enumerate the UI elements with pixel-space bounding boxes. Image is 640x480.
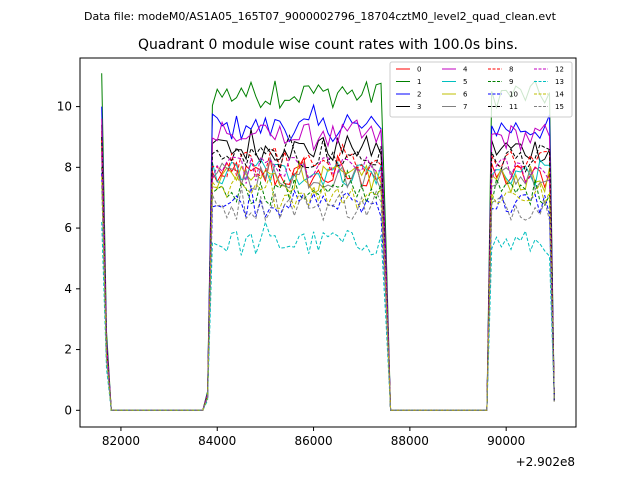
legend-label: 3 (417, 103, 421, 111)
legend-label: 8 (509, 66, 513, 74)
legend-label: 9 (509, 78, 513, 86)
plot-area (101, 73, 555, 411)
x-offset-label: +2.902e8 (516, 455, 575, 469)
chart-title: Quadrant 0 module wise count rates with … (138, 37, 518, 53)
x-tick-label: 86000 (294, 434, 332, 448)
y-tick-label: 6 (64, 221, 72, 235)
y-tick-label: 10 (57, 100, 72, 114)
legend-box (389, 61, 573, 118)
x-tick-label: 90000 (487, 434, 525, 448)
y-tick-label: 8 (64, 160, 72, 174)
legend-label: 7 (463, 103, 467, 111)
legend-label: 15 (555, 103, 564, 111)
x-tick-label: 84000 (198, 434, 236, 448)
ticks: 82000 84000 86000 88000 90000 0 2 4 6 8 10 (57, 100, 526, 448)
legend-label: 10 (509, 91, 518, 99)
y-tick-label: 4 (64, 282, 72, 296)
legend-label: 13 (555, 78, 564, 86)
x-tick-label: 88000 (391, 434, 429, 448)
legend-label: 0 (417, 66, 421, 74)
legend-label: 14 (555, 91, 564, 99)
legend-label: 6 (463, 91, 468, 99)
x-tick-label: 82000 (102, 434, 140, 448)
legend-label: 11 (509, 103, 518, 111)
legend-label: 12 (555, 66, 564, 74)
series-line-15 (101, 185, 555, 411)
legend-label: 2 (417, 91, 421, 99)
legend-label: 4 (463, 66, 468, 74)
legend-label: 5 (463, 78, 467, 86)
axes-frame (79, 57, 577, 428)
y-tick-label: 0 (64, 403, 72, 417)
legend-label: 1 (417, 78, 421, 86)
suptitle: Data file: modeM0/AS1A05_165T07_90000027… (84, 10, 557, 23)
y-tick-label: 2 (64, 343, 72, 357)
